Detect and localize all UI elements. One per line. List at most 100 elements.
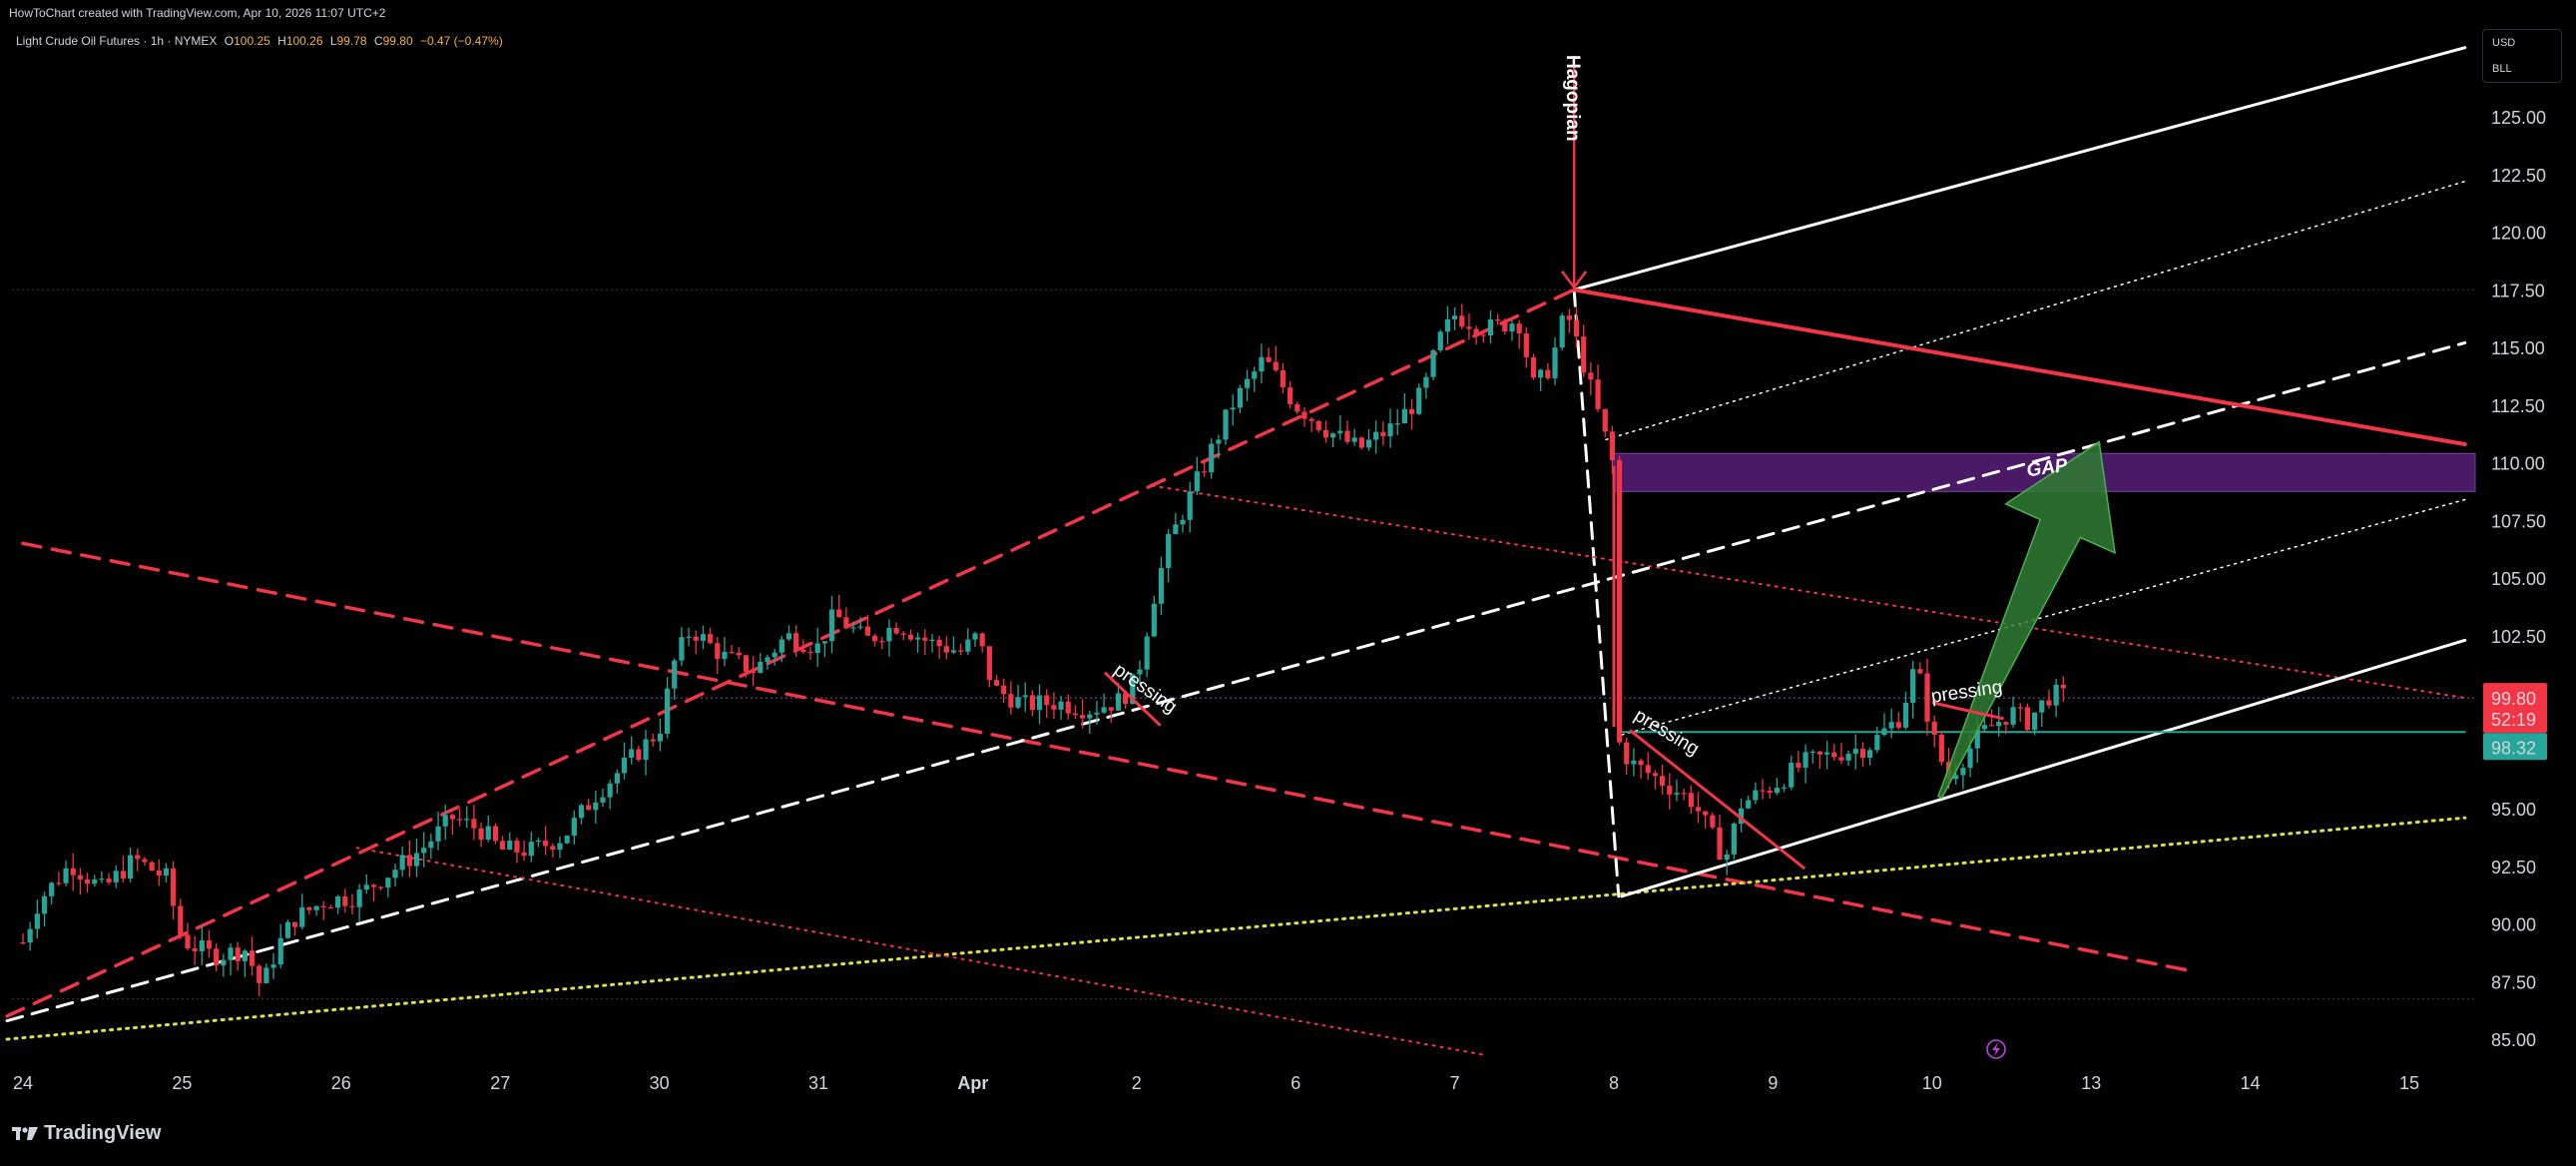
candle-body — [1888, 722, 1894, 729]
candle-body — [1244, 378, 1251, 388]
candle — [986, 646, 992, 688]
candle-body — [335, 895, 341, 908]
candle-body — [263, 967, 269, 983]
candle-body — [1058, 701, 1064, 710]
candle-body — [1652, 773, 1659, 777]
candle-body — [399, 855, 405, 871]
candle — [1416, 383, 1422, 415]
candle-body — [2017, 707, 2023, 709]
candle — [2010, 697, 2016, 728]
candle — [1315, 419, 1321, 433]
time-tick-label: 30 — [650, 1073, 670, 1093]
candle — [378, 885, 384, 891]
candle-body — [464, 819, 470, 821]
time-tick-label: 10 — [1922, 1073, 1942, 1093]
candle-body — [557, 843, 563, 851]
currency-unit-box[interactable]: USD BLL — [2482, 29, 2562, 83]
candle — [1444, 305, 1451, 345]
candle — [385, 876, 391, 897]
candle-body — [2039, 700, 2045, 713]
candle — [1244, 369, 1251, 401]
candle — [821, 641, 827, 658]
candle — [657, 719, 663, 752]
candle-body — [1223, 409, 1229, 440]
candle — [478, 822, 484, 848]
candle — [335, 894, 341, 914]
unit-label: BLL — [2492, 63, 2512, 75]
candle-body — [406, 855, 412, 867]
candle-body — [708, 634, 714, 644]
drawing-lines[interactable] — [5, 46, 2467, 1057]
overlay-drawings[interactable] — [1103, 440, 2117, 871]
candle-body — [1545, 369, 1551, 378]
candle — [456, 808, 463, 827]
candle-body — [979, 633, 985, 647]
candle — [1266, 347, 1272, 363]
candle — [1380, 421, 1386, 446]
candle-body — [1823, 752, 1830, 755]
candle — [1781, 784, 1788, 793]
candle-body — [106, 878, 112, 882]
candle-body — [1902, 703, 1909, 728]
candle — [1502, 317, 1508, 334]
candle — [1223, 409, 1229, 445]
candle — [413, 838, 420, 877]
candle-body — [1774, 788, 1780, 794]
symbol-legend[interactable]: Light Crude Oil Futures · 1h · NYMEX O10… — [16, 34, 503, 48]
candle — [1459, 303, 1465, 329]
candle — [149, 861, 155, 872]
price-tick-label: 95.00 — [2491, 800, 2536, 820]
candle — [1938, 731, 1944, 766]
pressing-line-1 — [1103, 671, 1162, 727]
candle — [56, 872, 62, 886]
price-axis[interactable]: 125.00 122.50 120.00 117.50 115.00 112.50 110.… — [2491, 108, 2546, 1050]
candle — [1746, 795, 1752, 810]
candle-body — [1910, 669, 1916, 704]
time-tick-label: 15 — [2399, 1073, 2419, 1093]
candle — [1538, 368, 1544, 391]
candle — [1760, 779, 1766, 800]
candle — [1616, 455, 1623, 746]
candle — [313, 904, 319, 916]
candle-body — [178, 905, 184, 935]
tradingview-brand[interactable]: TradingView — [12, 1122, 161, 1145]
candle — [1252, 366, 1258, 392]
candle — [406, 840, 412, 877]
time-axis[interactable]: 24 25 26 27 30 31 Apr 2 6 7 8 9 10 13 14 15 — [13, 1073, 2419, 1093]
candle-body — [49, 882, 55, 896]
candle — [263, 963, 269, 984]
candle — [1051, 692, 1057, 720]
candle — [1838, 743, 1844, 765]
candle — [1401, 393, 1407, 424]
candle — [629, 736, 635, 765]
candle — [528, 832, 534, 863]
candle — [1036, 684, 1043, 725]
candle — [857, 616, 863, 630]
candle — [1703, 811, 1709, 830]
candle-body — [943, 646, 949, 653]
candle — [428, 833, 434, 860]
pressing-line-2 — [1629, 729, 1806, 871]
candle-body — [185, 934, 191, 948]
candle — [1008, 681, 1014, 715]
candle — [92, 874, 98, 886]
candle-body — [1373, 431, 1379, 440]
candle-body — [1852, 749, 1858, 755]
candle-body — [142, 859, 148, 863]
candle-body — [1401, 408, 1407, 424]
candle-body — [1624, 742, 1630, 765]
candle-body — [1180, 519, 1186, 525]
price-chart[interactable]: GAP pressing pressing pressing Hagopian … — [0, 0, 2576, 1106]
candle — [1187, 481, 1193, 533]
candle — [1137, 660, 1143, 685]
candle — [1237, 384, 1244, 414]
candle-body — [1816, 751, 1823, 755]
candle — [943, 636, 949, 660]
white-pitchfork-upper-tine — [1572, 46, 2467, 292]
candle-body — [499, 841, 506, 851]
lightning-icon[interactable] — [1986, 1039, 2006, 1059]
candle-body — [1351, 437, 1357, 442]
candle-body — [1380, 431, 1386, 437]
last-price-value: 99.80 — [2491, 689, 2536, 709]
candle-body — [1051, 705, 1057, 710]
